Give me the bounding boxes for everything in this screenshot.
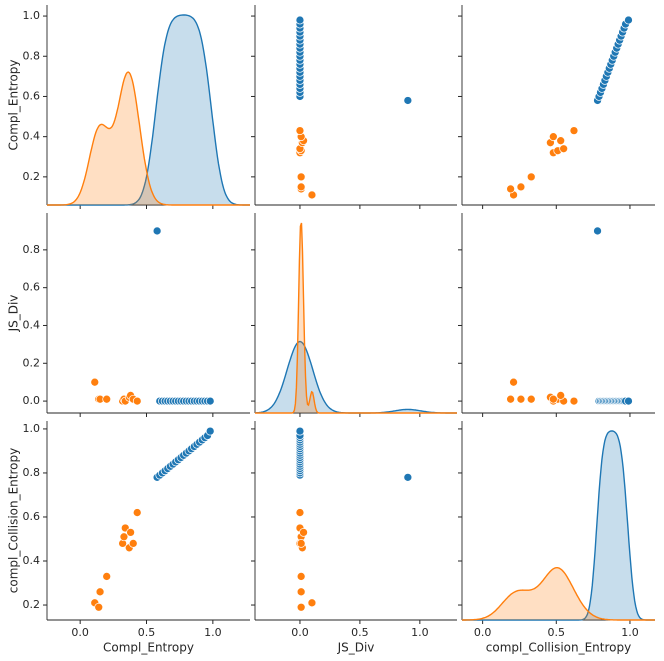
scatter-point: [205, 426, 215, 436]
scatter-point: [295, 15, 305, 25]
y-tick-label: 0.6: [23, 510, 41, 523]
y-tick-label: 0.4: [23, 554, 41, 567]
scatter-point: [624, 396, 633, 406]
scatter-point: [296, 539, 306, 548]
scatter-point: [569, 126, 579, 135]
x-axis-label: Compl_Entropy: [103, 641, 194, 655]
scatter-point: [90, 377, 100, 387]
scatter-point: [307, 190, 317, 200]
scatter-point: [624, 15, 633, 25]
x-axis-label: JS_Div: [337, 641, 375, 655]
x-axis-label: compl_Collision_Entropy: [486, 641, 631, 655]
scatter-point: [593, 226, 602, 236]
scatter-point: [295, 126, 305, 135]
x-tick-label: 1.0: [621, 626, 639, 639]
kde-area: [462, 567, 655, 620]
kde-curve: [47, 71, 250, 206]
scatter-point: [296, 602, 306, 612]
scatter-point: [296, 182, 306, 192]
scatter-point: [307, 598, 317, 608]
y-tick-label: 0.4: [23, 130, 41, 143]
kde-area: [462, 431, 655, 620]
scatter-point: [132, 508, 142, 517]
kde-curve: [47, 14, 250, 206]
x-tick-label: 1.0: [411, 626, 429, 639]
scatter-point: [296, 172, 306, 182]
y-tick-label: 0.8: [23, 466, 41, 479]
x-tick-label: 0.5: [351, 626, 369, 639]
x-tick-label: 0.0: [474, 626, 492, 639]
scatter-point: [132, 396, 142, 406]
y-tick-label: 0.2: [23, 598, 41, 611]
scatter-point: [299, 528, 308, 537]
scatter-point: [403, 96, 413, 105]
scatter-point: [526, 172, 536, 182]
y-tick-label: 0.2: [23, 356, 41, 369]
scatter-point: [295, 508, 305, 517]
x-tick-label: 0.0: [71, 626, 89, 639]
scatter-point: [506, 184, 515, 194]
scatter-point: [403, 473, 413, 482]
kde-curve: [462, 567, 655, 621]
y-tick-label: 0.0: [23, 394, 41, 407]
scatter-point: [128, 539, 138, 548]
scatter-point: [102, 394, 112, 404]
x-tick-label: 1.0: [204, 626, 222, 639]
kde-area: [47, 72, 250, 205]
scatter-point: [506, 394, 515, 404]
scatter-point: [295, 426, 305, 436]
scatter-point: [205, 396, 215, 406]
scatter-point: [119, 532, 129, 542]
scatter-point: [548, 132, 558, 142]
scatter-point: [516, 394, 526, 404]
scatter-point: [296, 587, 306, 597]
kde-area: [47, 15, 250, 205]
kde-curve: [255, 222, 457, 414]
y-tick-label: 0.8: [23, 49, 41, 62]
x-tick-label: 0.0: [291, 626, 309, 639]
scatter-point: [548, 394, 558, 404]
scatter-point: [556, 136, 566, 146]
scatter-point: [296, 572, 306, 581]
y-tick-label: 0.8: [23, 243, 41, 256]
y-tick-label: 1.0: [23, 422, 41, 435]
y-tick-label: 0.4: [23, 318, 41, 331]
scatter-point: [95, 587, 105, 597]
scatter-point: [516, 182, 526, 192]
scatter-point: [569, 396, 579, 406]
scatter-point: [102, 572, 112, 581]
scatter-point: [559, 144, 569, 154]
scatter-point: [526, 394, 536, 404]
x-tick-label: 0.5: [138, 626, 156, 639]
y-tick-label: 1.0: [23, 9, 41, 22]
scatter-point: [94, 602, 104, 612]
y-axis-label: JS_Div: [7, 295, 21, 333]
y-tick-label: 0.6: [23, 89, 41, 102]
kde-curve: [462, 430, 655, 621]
y-axis-label: Compl_Entropy: [7, 60, 21, 151]
scatter-point: [126, 528, 135, 537]
scatter-point: [509, 377, 518, 387]
y-tick-label: 0.6: [23, 281, 41, 294]
scatter-point: [152, 226, 162, 236]
y-axis-label: compl_Collision_Entropy: [7, 448, 21, 593]
x-tick-label: 0.5: [548, 626, 566, 639]
y-tick-label: 0.2: [23, 170, 41, 183]
scatter-point: [556, 391, 566, 400]
